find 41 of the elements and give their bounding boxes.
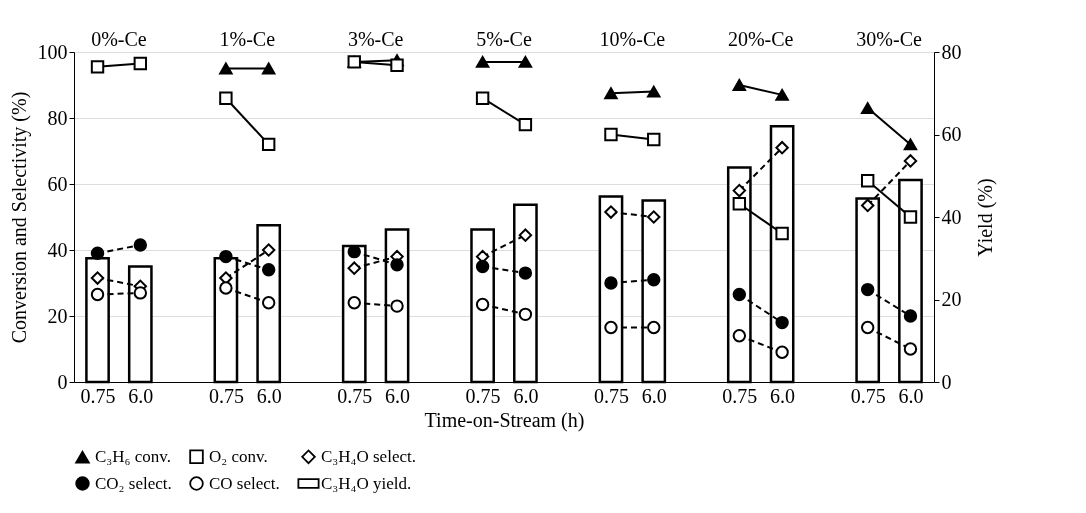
x-tick-label: 6.0 bbox=[128, 384, 154, 407]
y-tick-label: 60 bbox=[47, 172, 68, 195]
legend-label: O₂ conv. bbox=[209, 446, 268, 466]
y2-tick-label: 40 bbox=[941, 205, 962, 228]
x-tick-label: 6.0 bbox=[770, 384, 796, 407]
x-axis-title: Time-on-Stream (h) bbox=[424, 408, 585, 432]
x-tick-label: 0.75 bbox=[593, 384, 629, 407]
legend-label: C₃H₄O select. bbox=[321, 446, 416, 466]
y2-tick-label: 80 bbox=[941, 40, 962, 63]
x-tick-label: 6.0 bbox=[256, 384, 282, 407]
x-tick-label: 0.75 bbox=[722, 384, 758, 407]
legend-label: CO select. bbox=[209, 473, 280, 493]
y2-tick-label: 60 bbox=[941, 123, 962, 145]
y-tick-label: 0 bbox=[57, 370, 68, 393]
x-tick-label: 6.0 bbox=[641, 384, 667, 407]
legend-label: C₃H₄O yield. bbox=[321, 473, 412, 493]
text: 20%-Ce bbox=[727, 28, 794, 50]
y-axis-title: Conversion and Selectivity (%) bbox=[7, 91, 31, 344]
x-tick-label: 0.75 bbox=[465, 384, 501, 407]
x-tick-label: 0.75 bbox=[208, 384, 244, 407]
text: 5%-Ce bbox=[476, 28, 532, 50]
y2-axis-title: Yield (%) bbox=[973, 178, 997, 257]
text: 3%-Ce bbox=[347, 28, 404, 50]
y2-tick-label: 20 bbox=[941, 288, 962, 310]
y-tick-label: 80 bbox=[47, 106, 68, 129]
x-tick-label: 6.0 bbox=[898, 384, 924, 407]
x-tick-label: 0.75 bbox=[337, 384, 373, 407]
text: 10%-Ce bbox=[599, 28, 666, 50]
text: 30%-Ce bbox=[856, 28, 922, 50]
y-tick-label: 100 bbox=[37, 40, 68, 63]
text: 0%-Ce bbox=[91, 28, 147, 50]
legend-label: C₃H₆ conv. bbox=[95, 447, 171, 467]
text: 1%-Ce bbox=[219, 28, 276, 50]
y-tick-label: 40 bbox=[47, 238, 68, 261]
legend-label: CO₂ select. bbox=[95, 473, 172, 493]
x-tick-label: 0.75 bbox=[850, 384, 886, 407]
x-tick-label: 6.0 bbox=[385, 384, 411, 407]
y2-tick-label: 0 bbox=[941, 370, 952, 393]
x-tick-label: 6.0 bbox=[513, 384, 539, 407]
x-tick-label: 0.75 bbox=[80, 384, 116, 407]
y-tick-label: 20 bbox=[47, 304, 68, 327]
